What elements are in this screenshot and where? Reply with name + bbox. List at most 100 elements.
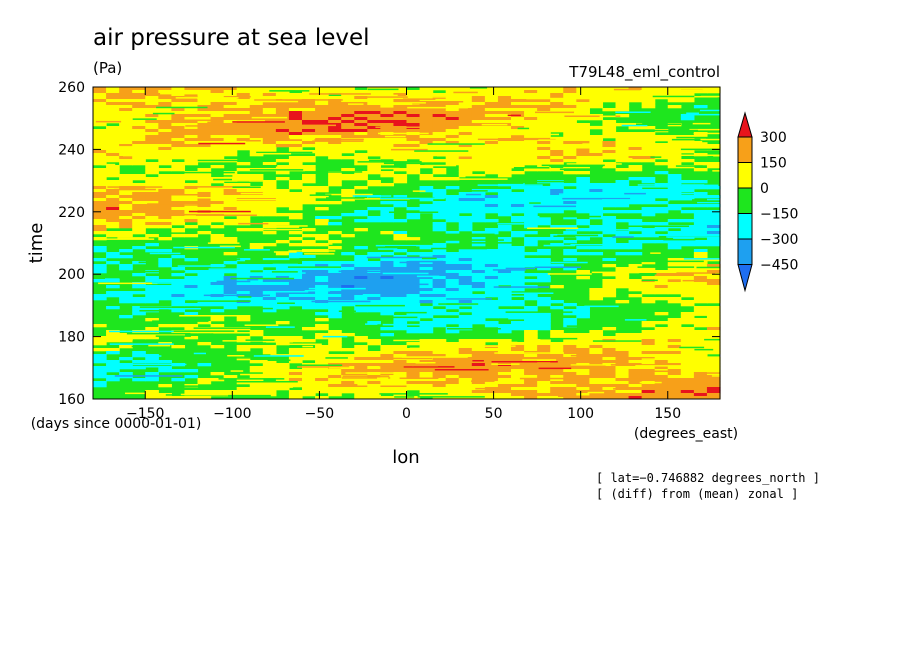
heatmap-cell (458, 111, 473, 115)
heatmap-cell (145, 390, 159, 394)
heatmap-cell (445, 114, 460, 118)
heatmap-streak (142, 183, 161, 185)
heatmap-cell (419, 156, 434, 160)
heatmap-cell (93, 141, 107, 145)
heatmap-cell (406, 261, 421, 265)
heatmap-cell (406, 141, 421, 145)
heatmap-cell (667, 300, 682, 304)
heatmap-cell (210, 126, 225, 130)
heatmap-cell (563, 198, 577, 202)
heatmap-cell (680, 219, 695, 223)
heatmap-cell (550, 369, 564, 373)
heatmap-cell (602, 144, 617, 148)
heatmap-cell (484, 282, 499, 286)
heatmap-cell (419, 294, 434, 298)
heatmap-cell (93, 270, 107, 274)
heatmap-cell (576, 366, 590, 370)
heatmap-cell (210, 282, 225, 286)
heatmap-cell (393, 147, 408, 151)
heatmap-cell (106, 198, 120, 202)
heatmap-cell (93, 279, 107, 283)
heatmap-cell (432, 159, 447, 163)
heatmap-cell (275, 363, 290, 367)
heatmap-cell (524, 375, 538, 379)
heatmap-streak (456, 182, 524, 184)
heatmap-cell (171, 303, 186, 307)
heatmap-cell (641, 102, 656, 106)
heatmap-cell (641, 339, 656, 343)
heatmap-cell (119, 222, 133, 226)
heatmap-cell (406, 303, 421, 307)
heatmap-cell (445, 231, 460, 235)
heatmap-cell (563, 369, 577, 373)
heatmap-cell (367, 294, 381, 298)
heatmap-cell (223, 288, 238, 292)
heatmap-cell (210, 378, 225, 382)
heatmap-cell (93, 249, 107, 253)
heatmap-streak (368, 154, 426, 157)
heatmap-cell (419, 360, 434, 364)
heatmap-cell (302, 141, 316, 145)
heatmap-cell (302, 180, 316, 184)
heatmap-cell (354, 339, 368, 343)
heatmap-cell (236, 264, 251, 268)
heatmap-cell (393, 393, 408, 397)
heatmap-cell (602, 345, 617, 349)
heatmap-cell (223, 279, 238, 283)
heatmap-cell (393, 93, 408, 97)
heatmap-cell (628, 294, 643, 298)
heatmap-cell (497, 195, 512, 199)
heatmap-streak (382, 272, 429, 275)
heatmap-cell (589, 381, 604, 385)
heatmap-cell (628, 219, 643, 223)
heatmap-cell (615, 375, 630, 379)
heatmap-cell (419, 93, 434, 97)
heatmap-cell (484, 339, 499, 343)
heatmap-cell (445, 348, 460, 352)
heatmap-cell (471, 150, 486, 154)
heatmap-cell (302, 339, 316, 343)
heatmap-cell (328, 216, 342, 220)
heatmap-cell (524, 147, 538, 151)
heatmap-cell (602, 210, 617, 214)
heatmap-cell (667, 393, 682, 397)
heatmap-cell (693, 270, 708, 274)
heatmap-cell (106, 207, 120, 211)
heatmap-cell (328, 315, 342, 319)
heatmap-cell (680, 378, 695, 382)
heatmap-cell (563, 99, 577, 103)
heatmap-cell (641, 231, 656, 235)
heatmap-cell (602, 381, 617, 385)
heatmap-cell (341, 129, 355, 133)
heatmap-cell (511, 342, 525, 346)
heatmap-cell (158, 138, 172, 142)
heatmap-streak (650, 156, 662, 158)
heatmap-cell (537, 219, 551, 223)
heatmap-cell (315, 126, 329, 130)
heatmap-cell (680, 342, 695, 346)
heatmap-cell (328, 267, 342, 271)
heatmap-cell (106, 114, 120, 118)
heatmap-cell (132, 354, 146, 358)
heatmap-streak (392, 316, 418, 319)
heatmap-cell (262, 90, 277, 94)
heatmap-cell (184, 288, 199, 292)
heatmap-streak (352, 195, 392, 197)
heatmap-cell (210, 108, 225, 112)
heatmap-cell (145, 171, 159, 175)
heatmap-cell (328, 246, 342, 250)
heatmap-cell (210, 285, 225, 289)
heatmap-cell (641, 222, 656, 226)
heatmap-cell (589, 354, 604, 358)
heatmap-cell (145, 318, 159, 322)
heatmap-cell (249, 90, 264, 94)
heatmap-cell (171, 183, 186, 187)
heatmap-cell (511, 273, 525, 277)
heatmap-cell (693, 261, 708, 265)
heatmap-cell (341, 369, 355, 373)
heatmap-cell (641, 126, 656, 130)
heatmap-cell (524, 114, 538, 118)
heatmap-streak (701, 325, 720, 327)
heatmap-cell (458, 261, 473, 265)
heatmap-cell (537, 258, 551, 262)
